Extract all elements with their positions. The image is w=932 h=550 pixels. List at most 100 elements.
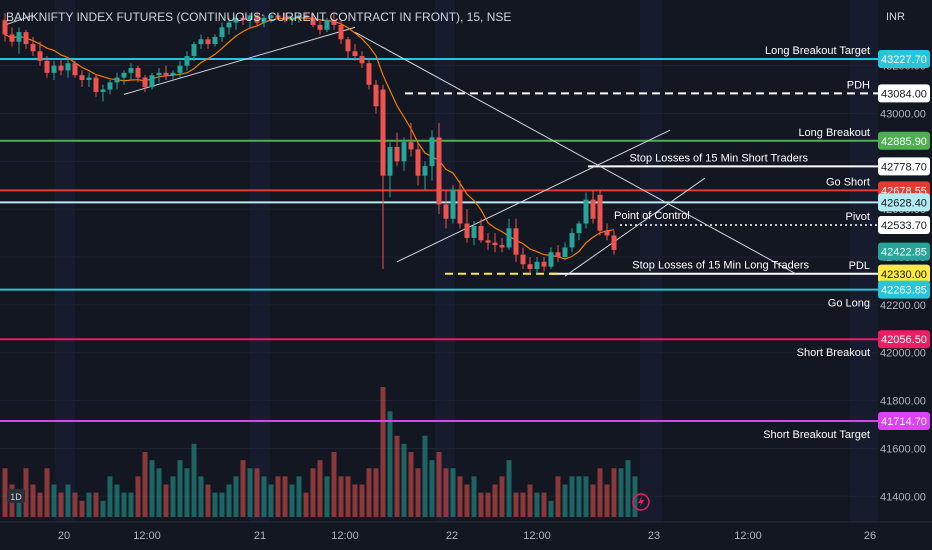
candle[interactable] [520,247,526,269]
candle[interactable] [569,228,575,253]
candle[interactable] [149,72,155,90]
price-tag[interactable]: 42628.40 [878,193,930,212]
candle[interactable] [275,12,281,21]
trendline[interactable] [4,14,34,26]
candle[interactable] [429,130,435,181]
candle[interactable] [114,72,120,90]
candle[interactable] [282,12,288,23]
candle[interactable] [611,230,617,255]
candle[interactable] [44,56,50,78]
candle[interactable] [156,68,162,83]
candle[interactable] [457,180,463,229]
candle[interactable] [359,51,365,69]
candle[interactable] [450,185,456,224]
candle[interactable] [310,12,316,28]
lightning-icon[interactable] [632,493,650,511]
candle[interactable] [408,123,414,157]
candle[interactable] [380,84,386,269]
candle[interactable] [37,41,43,66]
candle[interactable] [548,247,554,269]
price-tag[interactable]: 42533.70 [878,216,930,235]
candle[interactable] [205,36,211,49]
candle[interactable] [9,27,15,47]
price-scale[interactable]: 41400.00 41600.00 41800.00 42000.00 42200.00… [878,50,930,503]
candle[interactable] [233,15,239,30]
candle[interactable] [226,17,232,35]
candle[interactable] [247,12,253,28]
candle[interactable] [51,60,57,80]
candle[interactable] [58,58,64,76]
candle[interactable] [324,17,330,33]
candle[interactable] [401,137,407,171]
candle[interactable] [499,237,505,253]
candle[interactable] [93,75,99,97]
trendline[interactable] [396,129,671,263]
drawing-layer[interactable] [4,14,797,277]
candle[interactable] [373,79,379,114]
candle[interactable] [72,60,78,78]
candle[interactable] [541,257,547,272]
candle[interactable] [492,233,498,253]
candle[interactable] [352,44,358,61]
candle[interactable] [170,70,176,80]
candle[interactable] [2,12,8,42]
candle[interactable] [471,221,477,246]
interval-badge[interactable]: 1D [7,489,25,503]
candle[interactable] [555,245,561,262]
trendline[interactable] [354,31,797,275]
trendline[interactable] [123,26,356,95]
candle[interactable] [135,65,141,83]
candle[interactable] [254,12,260,25]
candle[interactable] [338,20,344,45]
price-tag[interactable]: 42056.50 [878,330,930,349]
candle[interactable] [86,72,92,88]
candle[interactable] [261,15,267,28]
candle[interactable] [534,257,540,274]
candle[interactable] [415,142,421,186]
price-tag[interactable]: 43084.00 [878,84,930,103]
candle[interactable] [331,12,337,30]
price-tag[interactable]: 42885.90 [878,131,930,150]
price-tag[interactable]: 42422.85 [878,242,930,261]
candle[interactable] [303,12,309,21]
candle[interactable] [478,218,484,243]
candle[interactable] [394,132,400,167]
candle[interactable] [464,209,470,243]
candle-layer[interactable] [2,12,617,274]
trendline[interactable] [564,177,706,277]
candle[interactable] [240,12,246,25]
candle[interactable] [219,22,225,42]
price-tag[interactable]: 42778.70 [878,157,930,176]
candle[interactable] [177,60,183,78]
candle[interactable] [198,34,204,49]
time-scale[interactable]: 20 12:00 21 12:00 22 12:00 23 12:00 26 [0,521,932,542]
candle[interactable] [65,58,71,78]
candle[interactable] [268,12,274,23]
price-tag[interactable]: 42263.85 [878,280,930,299]
price-tag[interactable]: 43227.70 [878,50,930,68]
candle[interactable] [422,161,428,191]
candle[interactable] [142,75,148,92]
candle[interactable] [128,63,134,80]
candle[interactable] [506,218,512,250]
candle[interactable] [184,51,190,71]
candle[interactable] [107,79,113,95]
candle[interactable] [513,218,519,262]
candle[interactable] [527,257,533,274]
candle[interactable] [604,223,610,241]
candle[interactable] [366,58,372,90]
candle[interactable] [597,190,603,236]
price-tag[interactable]: 42330.00 [878,264,930,283]
price-tag[interactable]: 41714.70 [878,412,930,430]
candle[interactable] [163,65,169,80]
candle[interactable] [436,123,442,214]
candle[interactable] [100,84,106,102]
candle[interactable] [485,233,491,250]
candle[interactable] [16,27,22,54]
candle[interactable] [30,36,36,57]
candle[interactable] [583,192,589,229]
candle[interactable] [289,12,295,25]
candle[interactable] [387,142,393,198]
